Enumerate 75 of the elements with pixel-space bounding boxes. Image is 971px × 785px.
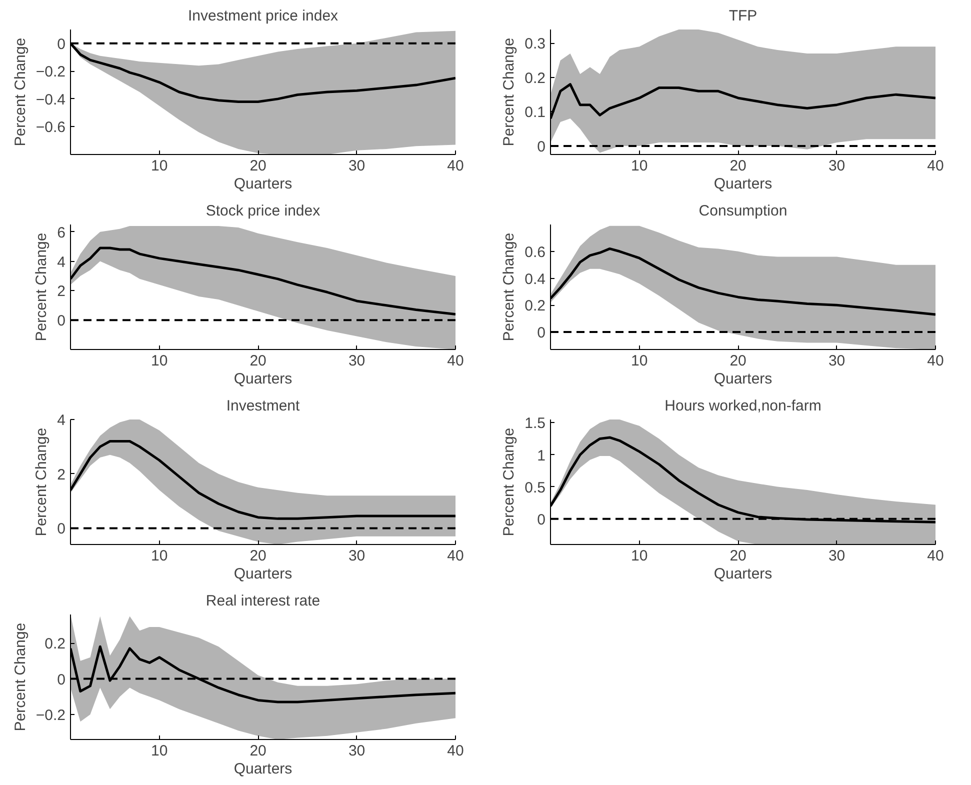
x-tick-label: 40 <box>927 548 944 564</box>
x-axis-title: Quarters <box>234 370 292 388</box>
x-tick-label: 40 <box>447 158 464 174</box>
y-tick-label: 0.2 <box>524 298 546 315</box>
x-tick-label: 10 <box>151 352 168 370</box>
y-axis-title: Percent Change <box>500 232 518 342</box>
y-tick-label: 2 <box>57 283 66 300</box>
y-tick-label: 0 <box>57 36 66 53</box>
y-tick-label: 4 <box>57 254 66 271</box>
chart-title: Stock price index <box>206 202 321 220</box>
x-tick-label: 10 <box>151 548 168 564</box>
x-tick-label: 10 <box>151 158 168 174</box>
x-tick-label: 20 <box>730 158 746 174</box>
x-tick-label: 20 <box>730 548 746 564</box>
y-axis-title: Percent Change <box>12 622 29 732</box>
y-tick-label: 6 <box>57 224 66 242</box>
x-tick-label: 10 <box>151 742 168 760</box>
x-tick-label: 30 <box>828 158 846 174</box>
y-tick-label: −0.4 <box>36 91 66 108</box>
x-tick-label: 30 <box>828 352 846 370</box>
x-tick-label: 20 <box>730 352 746 370</box>
y-tick-label: 0.6 <box>524 244 546 261</box>
y-tick-label: 4 <box>57 412 66 429</box>
y-tick-label: 0 <box>57 520 66 538</box>
y-tick-label: 0.4 <box>524 270 546 288</box>
x-tick-label: 20 <box>250 548 266 564</box>
x-tick-label: 30 <box>348 742 366 760</box>
x-axis-title: Quarters <box>234 176 292 192</box>
y-tick-label: −0.2 <box>36 64 66 81</box>
x-tick-label: 10 <box>631 158 648 174</box>
y-tick-label: 0 <box>57 312 66 330</box>
chart-title: Consumption <box>698 202 788 220</box>
x-tick-label: 40 <box>447 352 464 370</box>
x-tick-label: 30 <box>348 158 366 174</box>
x-tick-label: 20 <box>250 352 266 370</box>
x-tick-label: 40 <box>927 352 944 370</box>
x-tick-label: 10 <box>631 352 648 370</box>
x-tick-label: 40 <box>447 742 464 760</box>
y-tick-label: −0.6 <box>36 119 66 136</box>
y-tick-label: 0 <box>537 138 546 156</box>
x-tick-label: 30 <box>828 548 846 564</box>
x-tick-label: 40 <box>927 158 944 174</box>
chart-title: Real interest rate <box>206 592 320 610</box>
y-tick-label: 0 <box>57 671 66 688</box>
y-axis-title: Percent Change <box>12 38 29 146</box>
y-tick-label: 0.3 <box>524 36 546 53</box>
x-tick-label: 20 <box>250 742 266 760</box>
y-tick-label: 0.2 <box>44 636 66 653</box>
x-tick-label: 30 <box>348 548 366 564</box>
y-tick-label: −0.2 <box>36 707 66 724</box>
chart-title: Investment <box>226 398 301 414</box>
y-tick-label: 0 <box>537 511 546 528</box>
y-tick-label: 0 <box>537 324 546 342</box>
chart-title: TFP <box>728 8 758 24</box>
y-tick-label: 0.5 <box>524 479 546 496</box>
x-axis-title: Quarters <box>714 370 772 388</box>
y-tick-label: 0.1 <box>524 104 546 122</box>
x-tick-label: 10 <box>631 548 648 564</box>
y-axis-title: Percent Change <box>500 38 518 146</box>
x-axis-title: Quarters <box>234 566 292 582</box>
y-tick-label: 0.2 <box>524 70 546 87</box>
x-axis-title: Quarters <box>714 566 772 582</box>
y-tick-label: 1 <box>537 447 546 464</box>
y-tick-label: 2 <box>57 466 66 484</box>
x-tick-label: 30 <box>348 352 366 370</box>
x-axis-title: Quarters <box>234 760 292 778</box>
y-axis-title: Percent Change <box>33 428 50 536</box>
y-axis-title: Percent Change <box>500 428 518 536</box>
x-tick-label: 40 <box>447 548 464 564</box>
y-axis-title: Percent Change <box>33 232 50 342</box>
chart-title: Hours worked,non-farm <box>664 398 822 414</box>
chart-title: Investment price index <box>188 8 339 24</box>
x-tick-label: 20 <box>250 158 266 174</box>
y-tick-label: 1.5 <box>524 415 546 432</box>
x-axis-title: Quarters <box>714 176 772 192</box>
